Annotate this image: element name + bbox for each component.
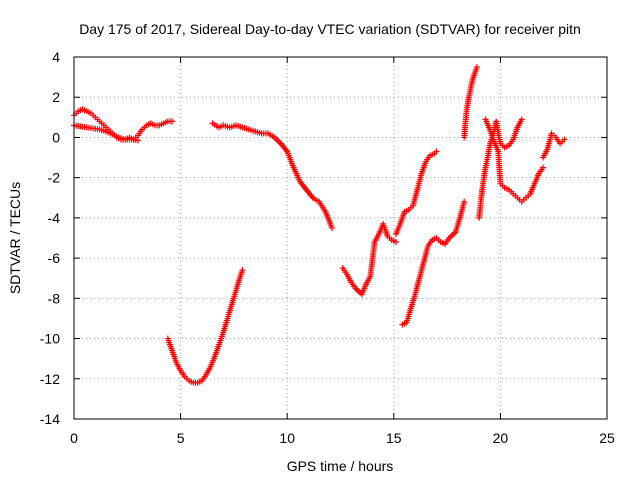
series-arc4 (209, 120, 335, 231)
y-tick-label: -14 (40, 411, 60, 427)
x-tick-label: 20 (493, 430, 509, 446)
data-point (392, 239, 399, 246)
y-tick-label: -6 (48, 250, 61, 266)
y-tick-label: -2 (48, 170, 61, 186)
y-tick-label: 4 (52, 49, 60, 65)
series-arc7 (399, 198, 468, 328)
x-tick-label: 5 (177, 430, 185, 446)
x-tick-label: 15 (386, 430, 402, 446)
data-point (518, 116, 525, 123)
data-point (169, 118, 176, 125)
data-point (239, 267, 246, 274)
y-tick-label: -8 (48, 290, 61, 306)
series-arc8 (461, 64, 480, 141)
data-points (71, 64, 568, 386)
grid-lines (74, 57, 607, 419)
x-tick-label: 0 (70, 430, 78, 446)
data-point (134, 137, 141, 144)
y-tick-label: -12 (40, 371, 60, 387)
y-axis-ticks: -14 -12 -10 -8 -6 -4 -2 0 2 4 (40, 49, 607, 427)
chart-title: Day 175 of 2017, Sidereal Day-to-day VTE… (79, 21, 581, 37)
x-tick-label: 25 (599, 430, 615, 446)
data-point (461, 198, 468, 205)
x-axis-label: GPS time / hours (287, 458, 394, 474)
y-tick-label: -10 (40, 331, 60, 347)
series-arc6 (392, 148, 440, 237)
data-point (328, 224, 335, 231)
data-point (433, 148, 440, 155)
series-arc3 (164, 267, 246, 386)
series-arc11 (540, 130, 568, 161)
series-arc5 (339, 220, 399, 298)
x-tick-label: 10 (279, 430, 295, 446)
data-point (540, 164, 547, 171)
series-arc2 (71, 122, 141, 144)
y-tick-label: 2 (52, 89, 60, 105)
x-axis-ticks: 0 5 10 15 20 25 (70, 57, 615, 446)
data-point (561, 136, 568, 143)
y-axis-label: SDTVAR / TECUs (7, 182, 23, 294)
plot-frame (73, 56, 608, 420)
data-point (473, 64, 480, 71)
y-tick-label: 0 (52, 129, 60, 145)
y-tick-label: -4 (48, 210, 61, 226)
series-arc10 (482, 116, 547, 205)
